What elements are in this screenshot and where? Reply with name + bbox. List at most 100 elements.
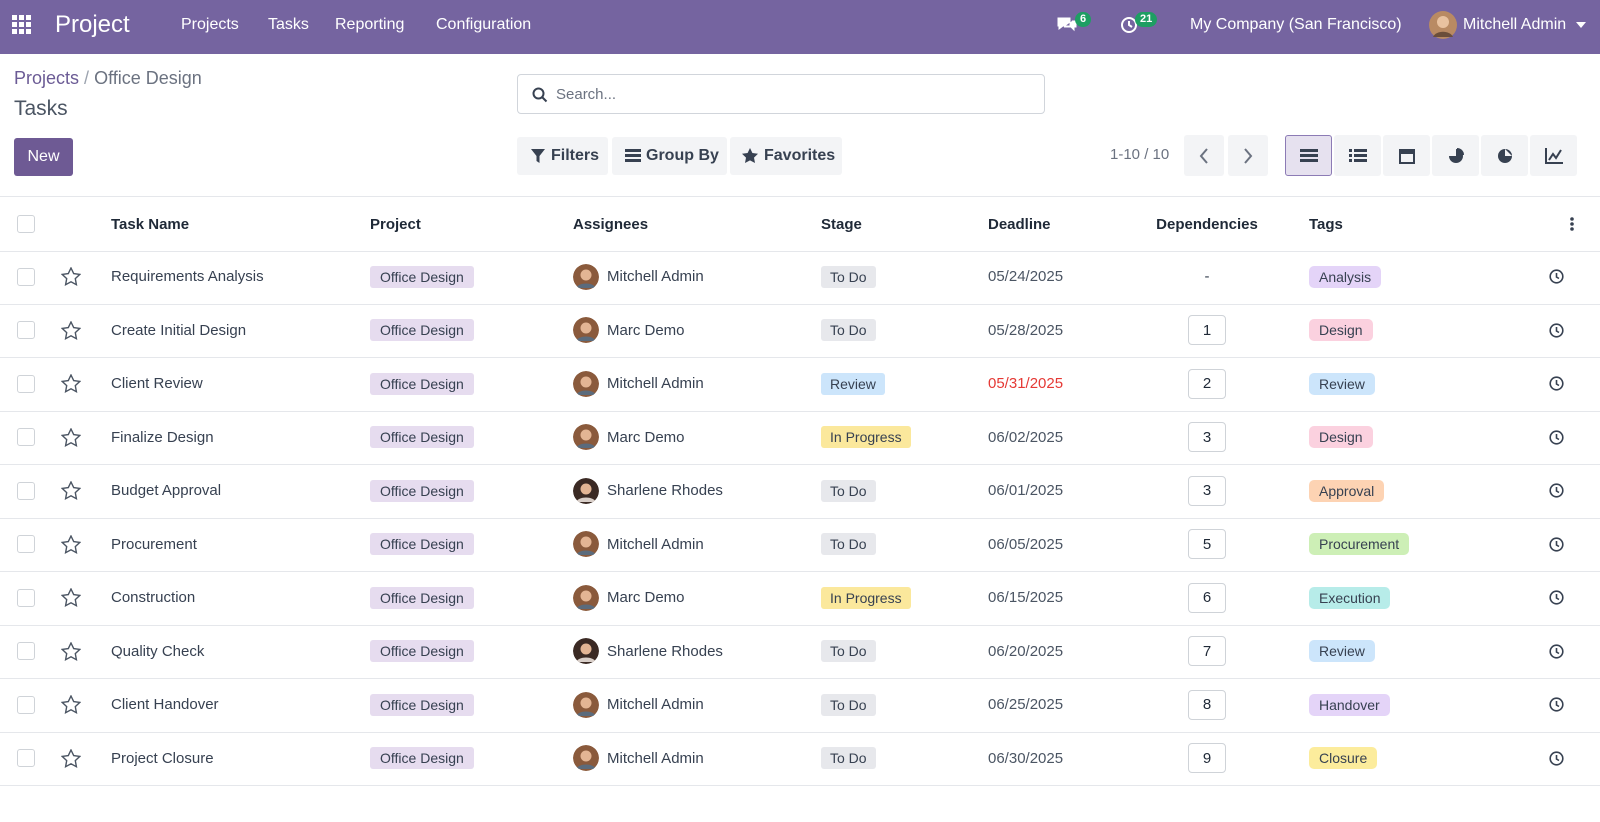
task-row[interactable]: Create Initial Design Office Design Marc D… [0, 304, 1600, 358]
activity-button[interactable] [1549, 590, 1564, 605]
group-by-button[interactable]: Group By [612, 137, 727, 175]
new-button[interactable]: New [14, 138, 73, 176]
chevron-right [1244, 147, 1253, 164]
row-checkbox[interactable] [17, 374, 35, 393]
dependency-count[interactable]: 3 [1188, 475, 1226, 506]
activity-button[interactable] [1549, 644, 1564, 659]
task-name[interactable]: Project Closure [111, 749, 214, 767]
breadcrumb-link[interactable]: Projects [14, 68, 80, 88]
favorite-star[interactable] [61, 267, 81, 287]
view-kanban[interactable] [1334, 135, 1381, 176]
app-name[interactable]: Project [55, 11, 130, 38]
task-name[interactable]: Procurement [111, 535, 197, 553]
dependency-count[interactable]: 2 [1188, 368, 1226, 399]
favorite-star[interactable] [61, 695, 81, 715]
view-calendar[interactable] [1383, 135, 1430, 176]
favorite-star[interactable] [61, 588, 81, 608]
column-options[interactable] [1570, 216, 1574, 232]
menu-item[interactable]: Reporting [335, 16, 405, 33]
task-name[interactable]: Create Initial Design [111, 321, 247, 339]
favorite-star[interactable] [61, 534, 81, 554]
favorite-star[interactable] [61, 374, 81, 394]
name-cell: Client Handover [111, 678, 219, 732]
favorite-star[interactable] [61, 641, 81, 661]
column-title[interactable]: Assignees [573, 215, 649, 233]
project-cell: Office Design [370, 571, 474, 625]
search-box[interactable]: Search... [517, 74, 1045, 114]
row-checkbox[interactable] [17, 588, 35, 607]
row-checkbox[interactable] [17, 267, 35, 286]
task-row[interactable]: Quality Check Office Design Sharlene Rhode… [0, 625, 1600, 679]
task-row[interactable]: Construction Office Design Marc Demo In Pro… [0, 571, 1600, 626]
company-switcher[interactable]: My Company (San Francisco) [1190, 16, 1402, 33]
column-title[interactable]: Task Name [111, 215, 190, 233]
breadcrumb-link[interactable]: Office Design [94, 68, 202, 88]
view-activity[interactable] [1481, 135, 1528, 176]
task-name[interactable]: Finalize Design [111, 428, 214, 446]
column-title[interactable]: Deadline [988, 215, 1051, 233]
activity-button[interactable] [1549, 269, 1564, 284]
task-row[interactable]: Budget Approval Office Design Sharlene Rho… [0, 464, 1600, 519]
pager-next[interactable] [1228, 135, 1268, 176]
task-row[interactable]: Finalize Design Office Design Marc Demo In … [0, 411, 1600, 465]
messages-count: 6 [1075, 12, 1092, 27]
activity-button[interactable] [1549, 323, 1564, 338]
task-name[interactable]: Client Review [111, 375, 203, 393]
activities-icon[interactable] [1120, 16, 1138, 34]
row-checkbox[interactable] [17, 695, 35, 714]
activity-cell [1549, 357, 1564, 411]
task-row[interactable]: Client Handover Office Design Mitchell Adm… [0, 678, 1600, 733]
task-row[interactable]: Procurement Office Design Mitchell Admin To… [0, 518, 1600, 572]
activity-button[interactable] [1549, 537, 1564, 552]
task-name[interactable]: Construction [111, 589, 196, 607]
apps-menu[interactable] [12, 15, 32, 35]
filters-button[interactable]: Filters [517, 137, 608, 175]
column-title[interactable]: Stage [821, 215, 862, 233]
menu-item[interactable]: Configuration [436, 16, 532, 33]
task-name[interactable]: Quality Check [111, 642, 205, 660]
dependency-count[interactable]: 3 [1188, 422, 1226, 453]
row-checkbox[interactable] [17, 642, 35, 661]
pager-value[interactable]: 1-10 / 10 [1110, 146, 1170, 163]
task-row[interactable]: Client Review Office Design Mitchell Admin… [0, 357, 1600, 412]
row-checkbox[interactable] [17, 428, 35, 447]
column-title[interactable]: Tags [1309, 215, 1343, 233]
view-graph[interactable] [1530, 135, 1577, 176]
dependency-count[interactable]: 8 [1188, 689, 1226, 720]
row-checkbox[interactable] [17, 749, 35, 768]
row-checkbox[interactable] [17, 481, 35, 500]
row-checkbox[interactable] [17, 321, 35, 340]
dependency-count[interactable]: 7 [1188, 636, 1226, 667]
favorites-button[interactable]: Favorites [730, 137, 842, 175]
menu-item[interactable]: Tasks [268, 16, 309, 33]
pager-previous[interactable] [1184, 135, 1224, 176]
dependency-count[interactable]: 5 [1188, 529, 1226, 560]
activity-button[interactable] [1549, 697, 1564, 712]
dependency-count[interactable]: 9 [1188, 743, 1226, 774]
activity-button[interactable] [1549, 430, 1564, 445]
task-name[interactable]: Client Handover [111, 696, 219, 714]
view-list[interactable] [1285, 135, 1332, 176]
favorite-star[interactable] [61, 320, 81, 340]
assignee-cell: Mitchell Admin [573, 678, 704, 732]
task-name[interactable]: Requirements Analysis [111, 268, 264, 286]
favorite-star[interactable] [61, 481, 81, 501]
dependency-count[interactable]: 6 [1188, 582, 1226, 613]
task-name[interactable]: Budget Approval [111, 482, 222, 500]
favorite-star[interactable] [61, 427, 81, 447]
dependency-count[interactable]: 1 [1188, 315, 1226, 346]
row-checkbox[interactable] [17, 535, 35, 554]
task-row[interactable]: Project Closure Office Design Mitchell Adm… [0, 732, 1600, 786]
user-avatar[interactable] [1428, 10, 1458, 40]
view-pie[interactable] [1432, 135, 1479, 176]
select-all-checkbox[interactable] [17, 215, 35, 233]
column-title[interactable]: Dependencies [1156, 215, 1258, 233]
activity-button[interactable] [1549, 483, 1564, 498]
activity-button[interactable] [1549, 376, 1564, 391]
menu-item[interactable]: Projects [181, 16, 239, 33]
activity-button[interactable] [1549, 751, 1564, 766]
column-title[interactable]: Project [370, 215, 421, 233]
task-row[interactable]: Requirements Analysis Office Design Mitche… [0, 250, 1600, 305]
favorite-star[interactable] [61, 748, 81, 768]
user-menu[interactable]: Mitchell Admin [1463, 16, 1567, 33]
